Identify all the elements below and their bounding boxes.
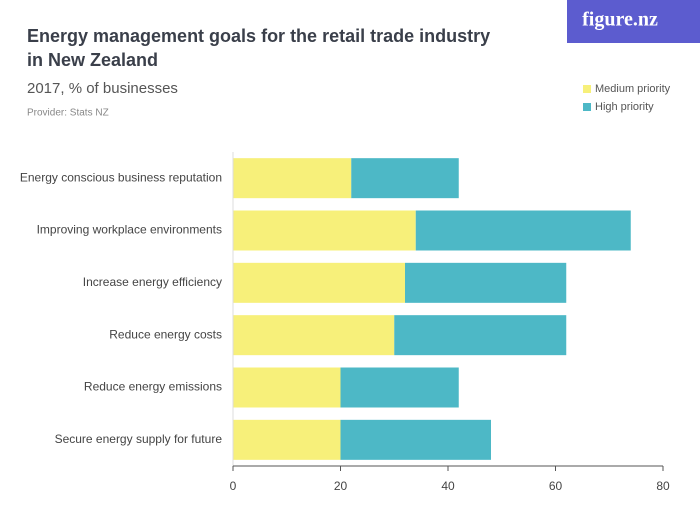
y-tick-label: Secure energy supply for future [55, 432, 223, 446]
bar-segment [233, 367, 341, 408]
legend-swatch [583, 85, 591, 93]
logo-box [567, 0, 700, 43]
x-tick-label: 0 [230, 479, 237, 493]
subtitle: 2017, % of businesses [27, 80, 178, 97]
bar-segment [351, 158, 459, 199]
bar-segment [233, 315, 395, 356]
y-tick-label: Energy conscious business reputation [20, 170, 222, 184]
legend-label: High priority [595, 101, 654, 113]
y-tick-label: Improving workplace environments [37, 223, 222, 237]
legend-swatch [583, 103, 591, 111]
provider: Provider: Stats NZ [27, 108, 109, 119]
x-tick-label: 80 [656, 479, 670, 493]
bar-segment [233, 158, 352, 199]
bar-segment [405, 262, 567, 303]
bar-segment [340, 367, 459, 408]
bar-segment [233, 210, 416, 251]
x-tick-label: 60 [549, 479, 563, 493]
y-tick-label: Reduce energy emissions [84, 380, 222, 394]
x-tick-label: 20 [334, 479, 348, 493]
bar-segment [415, 210, 631, 251]
legend-label: Medium priority [595, 83, 671, 95]
y-tick-label: Reduce energy costs [109, 327, 222, 341]
bar-segment [394, 315, 567, 356]
bar-segment [340, 419, 491, 460]
x-tick-label: 40 [441, 479, 455, 493]
y-tick-label: Increase energy efficiency [83, 275, 222, 289]
bar-segment [233, 419, 341, 460]
chart-title: Energy management goals for the retail t… [27, 26, 491, 70]
bar-segment [233, 262, 405, 303]
logo: figure.nz [582, 9, 658, 31]
